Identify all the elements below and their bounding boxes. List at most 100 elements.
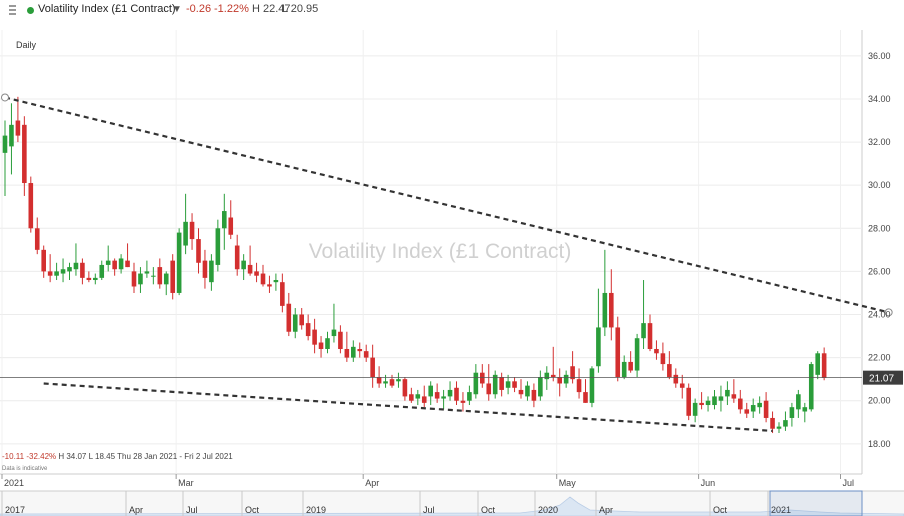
- trendline-upper: [4, 96, 889, 314]
- candle-body: [228, 217, 234, 235]
- candle-body: [170, 260, 175, 293]
- candle-body: [460, 400, 466, 403]
- candle-body: [86, 277, 92, 281]
- navigator-label: Apr: [129, 505, 143, 515]
- candle-body: [486, 383, 492, 395]
- candle: [757, 396, 762, 414]
- candle: [634, 333, 640, 378]
- candle: [305, 314, 311, 341]
- caret-down-icon[interactable]: ▼: [172, 4, 182, 15]
- candle: [447, 381, 453, 401]
- candle-body: [692, 402, 698, 416]
- candle: [28, 176, 34, 233]
- candle-body: [138, 273, 143, 285]
- candle: [499, 372, 504, 397]
- candle: [802, 402, 808, 423]
- navigator-selection-window: [769, 490, 863, 516]
- candle-body: [525, 385, 530, 397]
- candle: [86, 271, 92, 283]
- range-high: H 34.07: [58, 452, 87, 461]
- candle: [725, 381, 730, 406]
- trendline-handle-start: [1, 93, 9, 102]
- candle: [718, 385, 724, 412]
- navigator-label: Apr: [599, 505, 613, 515]
- candle: [505, 374, 511, 395]
- candle-body: [22, 124, 27, 184]
- price-change-percent: -1.22%: [214, 3, 249, 15]
- candle-body: [60, 269, 66, 274]
- candle: [808, 361, 814, 412]
- candle-body: [673, 374, 679, 384]
- candle-body: [718, 396, 724, 401]
- candle-body: [647, 323, 653, 349]
- instrument-name[interactable]: Volatility Index (£1 Contract): [38, 3, 176, 15]
- interval-label[interactable]: Daily: [16, 40, 37, 50]
- candle: [641, 280, 646, 349]
- candle: [815, 351, 820, 380]
- candle-body: [273, 280, 279, 283]
- candle: [99, 260, 105, 281]
- navigator-label: Jul: [186, 505, 198, 515]
- candle: [744, 402, 750, 418]
- candle-body: [267, 284, 272, 287]
- candle-body: [757, 402, 762, 408]
- candle-body: [563, 374, 569, 384]
- candle-body: [667, 364, 672, 378]
- y-tick-label: 24.00: [868, 310, 891, 320]
- candle-body: [325, 338, 330, 349]
- candlestick-series: [2, 96, 827, 434]
- candle-body: [634, 338, 640, 371]
- market-status-dot-icon: [27, 7, 34, 14]
- candle: [331, 303, 337, 343]
- candle: [583, 379, 588, 403]
- candle-body: [596, 327, 601, 367]
- x-tick-label: 2021: [4, 478, 24, 488]
- candle: [396, 372, 401, 388]
- candle: [421, 385, 427, 408]
- candle-body: [34, 228, 40, 250]
- candle: [525, 381, 530, 401]
- candle-body: [196, 239, 201, 263]
- candle: [518, 379, 524, 399]
- candle-body: [428, 385, 433, 397]
- candle-body: [183, 221, 188, 246]
- candle-body: [370, 357, 375, 378]
- y-tick-label: 28.00: [868, 223, 891, 233]
- candle-body: [570, 366, 575, 380]
- candle-body: [686, 387, 691, 416]
- menu-icon[interactable]: [9, 5, 16, 15]
- candle: [157, 258, 163, 289]
- candle-body: [247, 264, 253, 274]
- candle: [176, 228, 182, 296]
- navigator-panel: 2017 Apr Jul Oct 2019 Jul Oct 2020 Apr Oct 2021: [0, 490, 904, 516]
- candle: [93, 273, 98, 285]
- y-tick-label: 30.00: [868, 180, 891, 190]
- candle-body: [621, 361, 627, 378]
- candle: [370, 344, 375, 388]
- candle-body: [615, 327, 621, 378]
- candle-body: [802, 407, 808, 412]
- candle-body: [376, 377, 382, 384]
- candle-body: [783, 420, 788, 427]
- candle-body: [531, 389, 537, 401]
- range-stats: -10.11 -32.42% H 34.07 L 18.45 Thu 28 Ja…: [2, 452, 233, 461]
- candle-body: [2, 135, 8, 153]
- candle: [144, 260, 150, 278]
- candle-body: [305, 323, 311, 337]
- candle: [789, 402, 795, 427]
- candle-body: [725, 389, 730, 397]
- candle: [434, 383, 440, 403]
- candle-body: [789, 407, 795, 418]
- candle: [73, 243, 79, 276]
- candle: [679, 374, 685, 399]
- navigator-label: 2017: [5, 505, 25, 515]
- y-tick-label: 26.00: [868, 266, 891, 276]
- candle-body: [241, 260, 246, 270]
- candle: [202, 249, 208, 289]
- candle: [550, 346, 556, 382]
- candle-body: [576, 379, 582, 393]
- candle: [312, 318, 317, 354]
- candle: [557, 368, 562, 397]
- candle-body: [705, 400, 711, 406]
